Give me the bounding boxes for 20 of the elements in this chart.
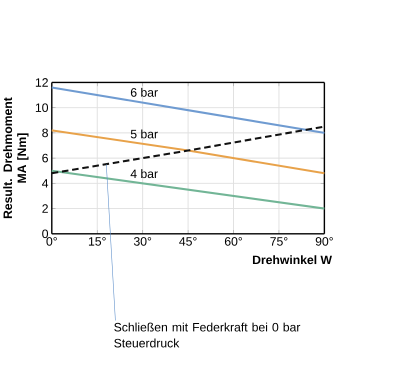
y-tick-label: 12 <box>36 78 48 87</box>
y-tick-label: 10 <box>36 103 48 112</box>
y-tick-label: 8 <box>42 128 48 138</box>
series-label: 5 bar <box>130 130 158 138</box>
x-tick-label: 60° <box>224 237 242 246</box>
x-tick-label: 75° <box>270 237 288 246</box>
annotation: Schließen mit Federkraft bei 0 bar Steuerdruck <box>114 322 300 348</box>
series-label: 6 bar <box>130 88 158 97</box>
x-tick-label: 15° <box>88 237 106 246</box>
y-tick-label: 4 <box>42 179 48 188</box>
y-tick-label: 2 <box>42 204 48 213</box>
x-tick-label: 0° <box>46 237 57 246</box>
x-tick-label: 30° <box>134 237 152 246</box>
x-tick-label: 90° <box>316 237 333 246</box>
y-tick-label: 0 <box>42 230 48 238</box>
series-label: 4 bar <box>130 169 158 178</box>
y-tick-label: 6 <box>42 154 48 163</box>
y-axis-title: Result. Drehmoment MA [Nm] <box>3 97 29 218</box>
x-axis-title: Drehwinkel W <box>252 255 332 264</box>
x-tick-label: 45° <box>179 237 197 246</box>
